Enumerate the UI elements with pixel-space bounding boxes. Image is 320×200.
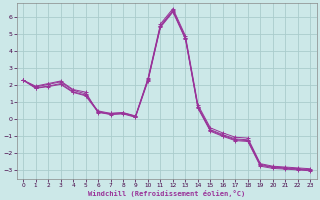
X-axis label: Windchill (Refroidissement éolien,°C): Windchill (Refroidissement éolien,°C) xyxy=(88,190,245,197)
